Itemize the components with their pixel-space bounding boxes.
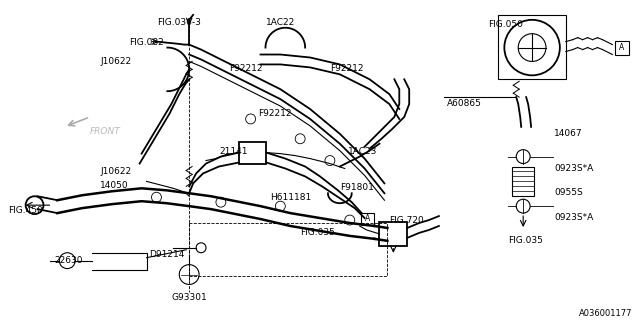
Text: FIG.035: FIG.035: [508, 236, 543, 245]
Bar: [512, 166, 534, 196]
Text: 1AC23: 1AC23: [348, 147, 377, 156]
Text: FIG.082: FIG.082: [129, 38, 164, 47]
Text: F92212: F92212: [259, 109, 292, 118]
Text: D91214: D91214: [150, 250, 185, 259]
Text: J10622: J10622: [100, 166, 131, 175]
Bar: [239, 142, 266, 164]
Text: A036001177: A036001177: [579, 309, 632, 318]
Text: 0923S*A: 0923S*A: [554, 213, 593, 222]
Text: F91801: F91801: [340, 183, 374, 192]
Text: F92212: F92212: [330, 64, 364, 73]
Text: FIG.035: FIG.035: [300, 228, 335, 237]
Text: A: A: [619, 43, 624, 52]
Text: A60865: A60865: [447, 99, 482, 108]
Text: 0923S*A: 0923S*A: [554, 164, 593, 172]
Text: FIG.036-3: FIG.036-3: [157, 18, 201, 27]
Text: F92212: F92212: [229, 64, 262, 73]
Text: A: A: [365, 214, 370, 223]
Text: 14067: 14067: [554, 129, 582, 138]
Text: J10622: J10622: [100, 58, 131, 67]
Text: 14050: 14050: [100, 181, 129, 190]
Text: FIG.050: FIG.050: [488, 20, 524, 29]
Text: 22630: 22630: [54, 256, 83, 265]
Text: 0955S: 0955S: [554, 188, 582, 197]
Text: 21141: 21141: [219, 147, 248, 156]
Text: G93301: G93301: [172, 293, 207, 302]
Bar: [499, 15, 566, 79]
Text: H611181: H611181: [271, 193, 312, 202]
Text: FIG.720: FIG.720: [389, 216, 424, 225]
Text: 1AC22: 1AC22: [266, 18, 295, 27]
Text: FIG.450: FIG.450: [8, 206, 42, 215]
Text: FRONT: FRONT: [90, 127, 121, 136]
Bar: [380, 222, 407, 246]
